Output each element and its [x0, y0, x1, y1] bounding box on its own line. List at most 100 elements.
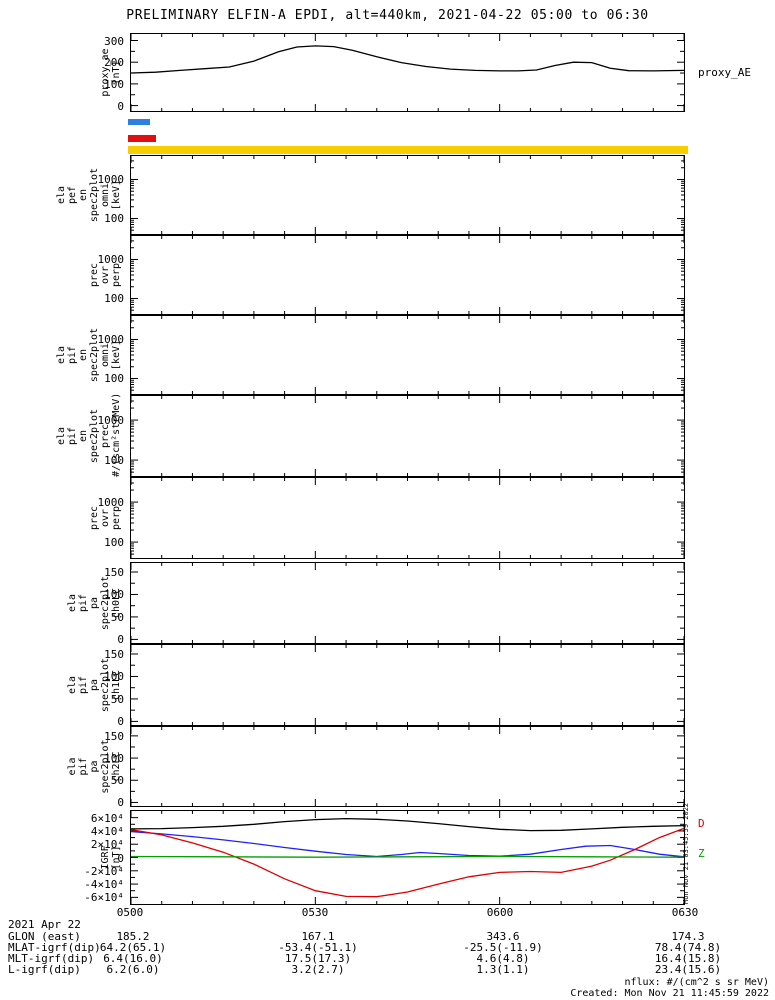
y-tick-label: 0	[117, 99, 124, 113]
y-tick-label: 100	[104, 536, 124, 550]
y-tick-label: 150	[104, 729, 124, 743]
y-tick-label: 200	[104, 56, 124, 70]
panel-igrf	[130, 810, 685, 905]
status-bar	[128, 146, 688, 154]
vertical-created-timestamp: Mon Nov 21 03:45:59 2022	[682, 802, 690, 904]
ephemeris-value: 17.5(17.3)	[284, 952, 352, 965]
panel-canvas-proxy-ae	[131, 34, 684, 111]
y-tick-label: 0	[117, 633, 124, 647]
panel-canvas-prec-ovr-perp-bottom	[131, 478, 684, 558]
y-tick-label: 100	[104, 372, 124, 386]
ephemeris-value: 64.2(65.1)	[99, 941, 167, 954]
y-axis-label-prec-ovr-perp-top: prec ovr perp	[89, 262, 122, 288]
ephemeris-row-label: L-igrf(dip)	[8, 963, 81, 976]
y-tick-label: 4×10⁴	[90, 824, 124, 838]
y-tick-label: 0	[117, 715, 124, 729]
ephemeris-date: 2021 Apr 22	[8, 918, 81, 931]
ephemeris-value: 343.6	[486, 930, 520, 943]
ephemeris-row-label: GLON (east)	[8, 930, 81, 943]
ephemeris-value: 174.3	[671, 930, 705, 943]
y-tick-label: 100	[104, 752, 124, 766]
ephemeris-value: -25.5(-11.9)	[463, 941, 543, 954]
panel-proxy-ae	[130, 33, 685, 112]
panel-ela-pif-en-omni	[130, 315, 685, 395]
ephemeris-value: 167.1	[301, 930, 335, 943]
series-line-black	[131, 817, 684, 832]
series-proxy_AE	[131, 45, 684, 74]
y-tick-label: 300	[104, 34, 124, 48]
y-tick-label: 150	[104, 565, 124, 579]
panel-canvas-prec-ovr-perp-top	[131, 236, 684, 314]
legend-swatch-red	[128, 135, 156, 142]
x-axis-tick-label: 0630	[671, 906, 699, 919]
panel-canvas-igrf	[131, 811, 684, 904]
ephemeris-value: 1.3(1.1)	[476, 963, 530, 976]
x-axis-tick-label: 0600	[486, 906, 514, 919]
y-tick-label: 100	[104, 292, 124, 306]
nflux-units-note: nflux: #/(cm^2 s sr MeV)	[624, 977, 770, 988]
ephemeris-value: -53.4(-51.1)	[278, 941, 358, 954]
panel-ela-pif-en-prec	[130, 395, 685, 477]
y-tick-label: -4×10⁴	[84, 878, 124, 892]
y-tick-label: 100	[104, 77, 124, 91]
y-axis-label-ela-pif-pa-ch1lc: ela pif pa spec2plot ch1LC	[67, 657, 122, 713]
ephemeris-value: 23.4(15.6)	[654, 963, 722, 976]
y-axis-label-igrf: IGRF [nT]	[100, 845, 122, 870]
panel-canvas-ela-pif-pa-ch2lc	[131, 727, 684, 806]
y-axis-label-prec-ovr-perp-bottom: prec ovr perp	[89, 505, 122, 531]
created-timestamp-note: Created: Mon Nov 21 11:45:59 2022	[570, 988, 769, 999]
panel-canvas-ela-pif-pa-ch1lc	[131, 645, 684, 725]
series-line-blue	[131, 830, 684, 858]
panel-ela-pif-pa-ch2lc	[130, 726, 685, 807]
y-axis-label-ela-pif-pa-ch2lc: ela pif pa spec2plot ch2LC	[67, 739, 122, 794]
x-axis-tick-label: 0500	[116, 906, 144, 919]
ephemeris-value: 3.2(2.7)	[291, 963, 345, 976]
ephemeris-value: 78.4(74.8)	[654, 941, 722, 954]
y-tick-label: 1000	[97, 496, 125, 510]
y-tick-label: 1000	[97, 253, 125, 267]
y-tick-label: 100	[104, 670, 124, 684]
y-tick-label: 1000	[97, 333, 125, 347]
y-tick-label: 50	[110, 774, 124, 788]
line-label-proxy_AE: proxy_AE	[698, 65, 751, 79]
y-tick-label: 100	[104, 212, 124, 226]
y-tick-label: 50	[110, 610, 124, 624]
ephemeris-value: 6.2(6.0)	[106, 963, 160, 976]
line-label-D: D	[698, 817, 705, 830]
panel-canvas-ela-pif-pa-ch0lc	[131, 563, 684, 643]
ephemeris-value: 4.6(4.8)	[476, 952, 530, 965]
panel-canvas-ela-pif-en-prec	[131, 396, 684, 476]
y-tick-label: -2×10⁴	[84, 864, 124, 878]
y-tick-label: -6×10⁴	[84, 891, 124, 905]
y-tick-label: 150	[104, 647, 124, 661]
panel-prec-ovr-perp-top	[130, 235, 685, 315]
ephemeris-row-label: MLT-igrf(dip)	[8, 952, 95, 965]
y-tick-label: 0	[117, 796, 124, 810]
x-axis-tick-label: 0530	[301, 906, 329, 919]
y-tick-label: 100	[104, 454, 124, 468]
ephemeris-value: 185.2	[116, 930, 150, 943]
panel-ela-pif-pa-ch0lc	[130, 562, 685, 644]
y-axis-label-ela-pef-en-omni: ela pef en spec2plot omni [keV]	[56, 167, 122, 223]
series-line-red	[131, 827, 684, 898]
plot-title: PRELIMINARY ELFIN-A EPDI, alt=440km, 202…	[126, 8, 649, 23]
y-tick-label: 100	[104, 588, 124, 602]
y-tick-label: 2×10⁴	[90, 838, 124, 852]
y-axis-label-ela-pif-pa-ch0lc: ela pif pa spec2plot ch0LC	[67, 575, 122, 631]
panel-prec-ovr-perp-bottom	[130, 477, 685, 559]
y-tick-label: 50	[110, 692, 124, 706]
line-label-Z: Z	[698, 847, 705, 860]
panel-canvas-ela-pif-en-omni	[131, 316, 684, 394]
panel-ela-pif-pa-ch1lc	[130, 644, 685, 726]
ephemeris-row-label: MLAT-igrf(dip)	[8, 941, 101, 954]
y-axis-label-ela-pif-en-prec: ela pif en spec2plot prec #/(scm²strMeV)	[56, 392, 122, 477]
ephemeris-value: 6.4(16.0)	[103, 952, 163, 965]
legend-swatch-blue	[128, 119, 150, 125]
series-line-green	[131, 855, 684, 858]
panel-canvas-ela-pef-en-omni	[131, 156, 684, 234]
y-tick-label: 1000	[97, 173, 125, 187]
y-axis-label-proxy-ae: proxy_ae [nT]	[100, 48, 122, 97]
panel-ela-pef-en-omni	[130, 155, 685, 235]
ephemeris-value: 16.4(15.8)	[654, 952, 722, 965]
